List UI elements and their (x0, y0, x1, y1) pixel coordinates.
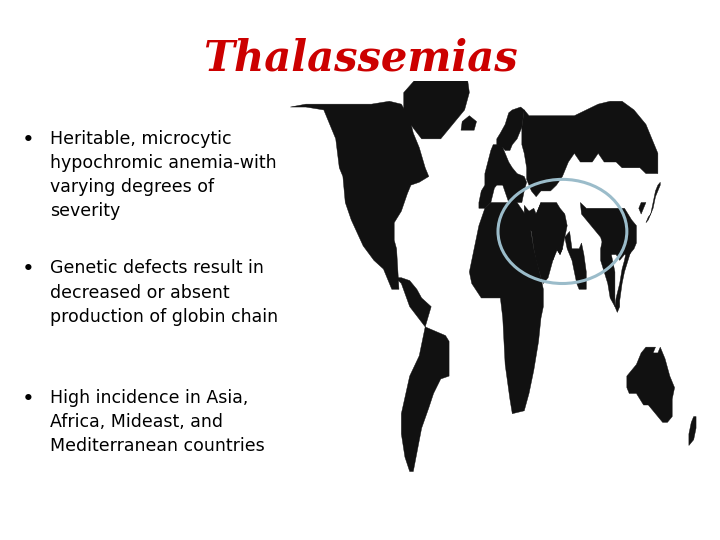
Polygon shape (522, 102, 658, 197)
Polygon shape (564, 232, 586, 289)
Text: Thalassemias: Thalassemias (203, 38, 517, 80)
Polygon shape (536, 202, 567, 260)
Polygon shape (404, 70, 469, 139)
Polygon shape (646, 183, 660, 222)
Text: Heritable, microcytic
hypochromic anemia-with
varying degrees of
severity: Heritable, microcytic hypochromic anemia… (50, 130, 277, 220)
Polygon shape (469, 202, 544, 414)
Text: •: • (22, 259, 35, 279)
Polygon shape (461, 116, 477, 130)
Polygon shape (497, 107, 524, 151)
Polygon shape (600, 232, 631, 313)
Polygon shape (627, 347, 675, 422)
Polygon shape (689, 416, 696, 446)
Polygon shape (395, 278, 449, 471)
Polygon shape (524, 202, 562, 284)
Polygon shape (639, 202, 646, 214)
Polygon shape (479, 145, 526, 208)
Polygon shape (290, 102, 429, 289)
Polygon shape (580, 202, 636, 260)
Text: •: • (22, 130, 35, 150)
Text: •: • (22, 389, 35, 409)
Text: Genetic defects result in
decreased or absent
production of globin chain: Genetic defects result in decreased or a… (50, 259, 279, 326)
Text: High incidence in Asia,
Africa, Mideast, and
Mediterranean countries: High incidence in Asia, Africa, Mideast,… (50, 389, 265, 455)
